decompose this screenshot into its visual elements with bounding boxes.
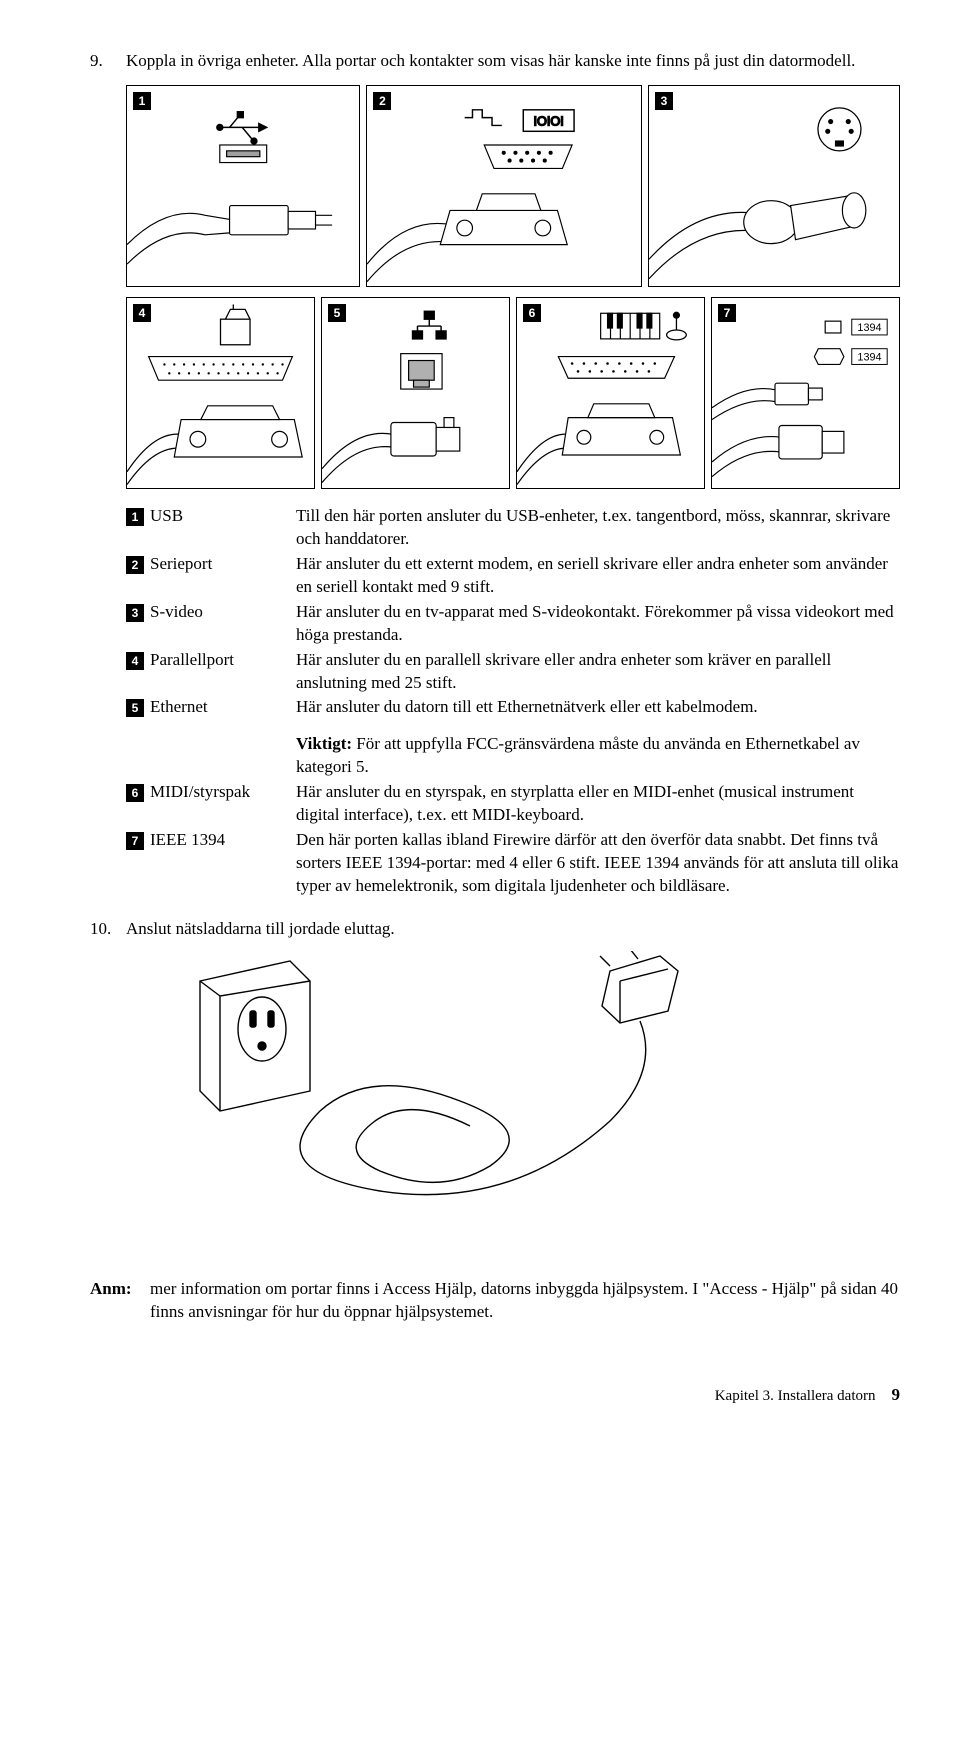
important-body: För att uppfylla FCC-gränsvärdena måste … <box>296 734 860 776</box>
legend-row: 4 Parallellport Här ansluter du en paral… <box>126 649 900 695</box>
badge-4: 4 <box>133 304 151 322</box>
legend-badge: 3 <box>126 604 144 622</box>
legend-row: 1 USB Till den här porten ansluter du US… <box>126 505 900 551</box>
legend-label: Parallellport <box>150 649 296 672</box>
legend-desc: Till den här porten ansluter du USB-enhe… <box>296 505 900 551</box>
parallel-diagram-icon <box>127 298 314 488</box>
diagram-row-top: 1 <box>126 85 900 287</box>
diagram-box-6: 6 <box>516 297 705 489</box>
page-footer: Kapitel 3. Installera datorn 9 <box>90 1384 900 1407</box>
legend-label: USB <box>150 505 296 528</box>
footer-page: 9 <box>892 1384 901 1407</box>
legend-badge: 4 <box>126 652 144 670</box>
legend-row: 2 Serieport Här ansluter du ett externt … <box>126 553 900 599</box>
legend-badge: 6 <box>126 784 144 802</box>
step-text: Koppla in övriga enheter. Alla portar oc… <box>126 50 900 73</box>
legend-row: 3 S-video Här ansluter du en tv-apparat … <box>126 601 900 647</box>
outlet-figure <box>190 951 900 1238</box>
diagram-box-3: 3 <box>648 85 900 287</box>
label-1394-1: 1394 <box>857 322 881 334</box>
legend-label: MIDI/styrspak <box>150 781 296 804</box>
diagram-box-7: 7 1394 1394 <box>711 297 900 489</box>
badge-2: 2 <box>373 92 391 110</box>
diagram-box-4: 4 <box>126 297 315 489</box>
legend: 1 USB Till den här porten ansluter du US… <box>126 505 900 898</box>
label-1394-2: 1394 <box>857 351 881 363</box>
important-row: Viktigt: För att uppfylla FCC-gränsvärde… <box>126 733 900 779</box>
legend-desc: Den här porten kallas ibland Firewire dä… <box>296 829 900 898</box>
legend-label: S-video <box>150 601 296 624</box>
legend-badge: 2 <box>126 556 144 574</box>
diagram-box-2: 2 IOIOI <box>366 85 641 287</box>
footer-chapter: Kapitel 3. Installera datorn <box>715 1386 876 1406</box>
legend-desc: Här ansluter du en styrspak, en styrplat… <box>296 781 900 827</box>
step-9: 9. Koppla in övriga enheter. Alla portar… <box>90 50 900 73</box>
midi-diagram-icon <box>517 298 704 488</box>
power-outlet-icon <box>190 951 710 1231</box>
legend-row: 7 IEEE 1394 Den här porten kallas ibland… <box>126 829 900 898</box>
step-number: 9. <box>90 50 126 73</box>
svideo-diagram-icon <box>649 86 899 286</box>
legend-badge: 7 <box>126 832 144 850</box>
badge-7: 7 <box>718 304 736 322</box>
legend-desc: Här ansluter du datorn till ett Ethernet… <box>296 696 900 719</box>
badge-5: 5 <box>328 304 346 322</box>
legend-desc: Här ansluter du en tv-apparat med S-vide… <box>296 601 900 647</box>
ethernet-diagram-icon <box>322 298 509 488</box>
step-10: 10. Anslut nätsladdarna till jordade elu… <box>90 918 900 941</box>
svg-text:IOIOI: IOIOI <box>534 114 564 128</box>
diagram-row-bottom: 4 <box>126 297 900 489</box>
legend-label: Ethernet <box>150 696 296 719</box>
legend-desc: Här ansluter du ett externt modem, en se… <box>296 553 900 599</box>
serial-diagram-icon: IOIOI <box>367 86 640 286</box>
step-number: 10. <box>90 918 126 941</box>
badge-6: 6 <box>523 304 541 322</box>
legend-label: Serieport <box>150 553 296 576</box>
diagram-box-1: 1 <box>126 85 360 287</box>
badge-1: 1 <box>133 92 151 110</box>
usb-diagram-icon <box>127 86 359 286</box>
anm-text: mer information om portar finns i Access… <box>150 1278 900 1324</box>
step-text: Anslut nätsladdarna till jordade eluttag… <box>126 918 900 941</box>
diagram-box-5: 5 <box>321 297 510 489</box>
legend-badge: 1 <box>126 508 144 526</box>
legend-row: 5 Ethernet Här ansluter du datorn till e… <box>126 696 900 719</box>
anm-note: Anm: mer information om portar finns i A… <box>90 1278 900 1324</box>
anm-label: Anm: <box>90 1278 150 1324</box>
legend-desc: Här ansluter du en parallell skrivare el… <box>296 649 900 695</box>
important-text: Viktigt: För att uppfylla FCC-gränsvärde… <box>296 733 900 779</box>
legend-label: IEEE 1394 <box>150 829 296 852</box>
legend-badge: 5 <box>126 699 144 717</box>
badge-3: 3 <box>655 92 673 110</box>
legend-row: 6 MIDI/styrspak Här ansluter du en styrs… <box>126 781 900 827</box>
important-heading: Viktigt: <box>296 734 352 753</box>
ieee1394-diagram-icon: 1394 1394 <box>712 298 899 488</box>
